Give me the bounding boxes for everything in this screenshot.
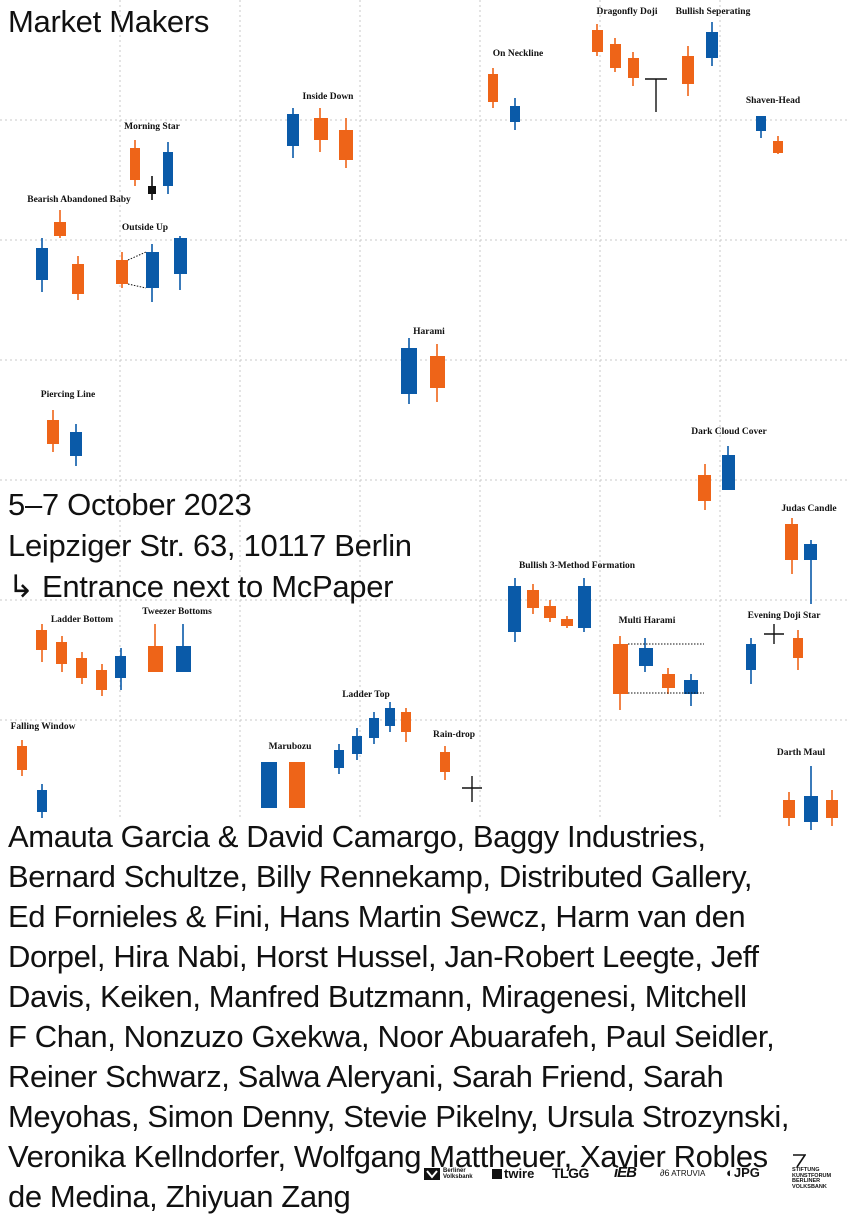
atruvia-icon: ∂6 <box>660 1168 670 1178</box>
evening-doji-star-candles <box>746 624 803 684</box>
label-dragonfly-doji: Dragonfly Doji <box>596 7 658 17</box>
sponsor-logos: Berliner Volksbank twire TLGG iEB ∂6 ATR… <box>424 1154 844 1189</box>
label-bearish-abandoned-baby: Bearish Abandoned Baby <box>27 195 131 205</box>
event-address: Leipziger Str. 63, 10117 Berlin <box>8 528 412 563</box>
artist-line: Meyohas, Simon Denny, Stevie Pikelny, Ur… <box>8 1099 790 1134</box>
rain-drop-candles <box>440 746 482 802</box>
multi-harami-candles <box>613 636 704 710</box>
artist-line: Dorpel, Hira Nabi, Horst Hussel, Jan-Rob… <box>8 939 759 974</box>
volksbank-icon <box>424 1168 440 1180</box>
label-rain-drop: Rain-drop <box>432 730 476 740</box>
artist-line: F Chan, Nonzuzo Gxekwa, Noor Abuarafeh, … <box>8 1019 775 1054</box>
artist-line: Ed Fornieles & Fini, Hans Martin Sewcz, … <box>8 899 746 934</box>
label-ladder-top: Ladder Top <box>342 690 390 700</box>
shaven-head-candles <box>756 116 783 154</box>
piercing-line-candles <box>47 410 82 466</box>
label-harami: Harami <box>413 327 445 337</box>
outside-up-candles <box>116 236 187 302</box>
jpg-logo: ◐JPG <box>726 1165 760 1180</box>
label-tweezer-bottoms: Tweezer Bottoms <box>142 607 212 617</box>
dragonfly-doji-candles <box>592 24 667 112</box>
artist-list: Amauta Garcia & David Camargo, Baggy Ind… <box>8 817 848 1217</box>
label-on-neckline: On Neckline <box>492 49 544 59</box>
falling-window-candles <box>17 740 47 818</box>
morning-star-candles <box>130 140 173 200</box>
artist-line: Veronika Kellndorfer, Wolfgang Mattheuer… <box>8 1139 768 1174</box>
bearish-abandoned-baby-candles <box>36 210 84 300</box>
label-inside-down: Inside Down <box>302 92 354 102</box>
tlgg-logo: TLGG <box>552 1165 589 1181</box>
ieb-logo: iEB <box>614 1164 637 1181</box>
label-outside-up: Outside Up <box>121 223 169 233</box>
dark-cloud-cover-candles <box>698 446 735 510</box>
artist-line: Davis, Keiken, Manfred Butzmann, Miragen… <box>8 979 747 1014</box>
poster-title: Market Makers <box>8 4 210 39</box>
label-darth-maul: Darth Maul <box>776 748 826 758</box>
atruvia-logo: ∂6 ATRUVIA <box>660 1168 706 1178</box>
event-entrance: ↳ Entrance next to McPaper <box>8 569 394 604</box>
bullish-seperating-candles <box>682 22 718 96</box>
jpg-icon: ◐ <box>726 1165 734 1180</box>
ladder-top-candles <box>334 702 411 774</box>
label-bullish-seperating: Bullish Seperating <box>675 7 751 17</box>
event-info: 5–7 October 2023 Leipziger Str. 63, 1011… <box>8 484 412 607</box>
bullish-3-method-candles <box>508 578 591 642</box>
marubozu-candles <box>261 762 305 808</box>
ladder-bottom-candles <box>36 624 126 696</box>
harami-candles <box>401 338 445 404</box>
tweezer-bottoms-candles <box>148 624 191 672</box>
candlestick-artwork <box>17 22 838 830</box>
label-multi-harami: Multi Harami <box>618 616 676 626</box>
darth-maul-candles <box>783 766 838 830</box>
label-marubozu: Marubozu <box>268 742 312 752</box>
label-dark-cloud-cover: Dark Cloud Cover <box>691 427 767 437</box>
inside-down-candles <box>287 108 353 168</box>
label-shaven-head: Shaven-Head <box>745 96 801 106</box>
twire-icon <box>492 1169 502 1179</box>
label-morning-star: Morning Star <box>124 122 180 132</box>
judas-candle-candles <box>785 518 817 604</box>
artist-line: Amauta Garcia & David Camargo, Baggy Ind… <box>8 819 706 854</box>
on-neckline-candles <box>488 68 520 130</box>
label-ladder-bottom: Ladder Bottom <box>50 615 114 625</box>
label-piercing-line: Piercing Line <box>40 390 96 400</box>
label-falling-window: Falling Window <box>10 722 76 732</box>
event-dates: 5–7 October 2023 <box>8 487 252 522</box>
twire-logo: twire <box>492 1166 534 1181</box>
artist-line: Reiner Schwarz, Salwa Aleryani, Sarah Fr… <box>8 1059 724 1094</box>
label-evening-doji-star: Evening Doji Star <box>747 611 821 621</box>
stiftung-icon <box>793 1154 806 1168</box>
label-judas-candle: Judas Candle <box>781 504 837 514</box>
artist-line: Bernard Schultze, Billy Rennekamp, Distr… <box>8 859 753 894</box>
label-bullish-3-method-formation: Bullish 3-Method Formation <box>518 561 636 571</box>
